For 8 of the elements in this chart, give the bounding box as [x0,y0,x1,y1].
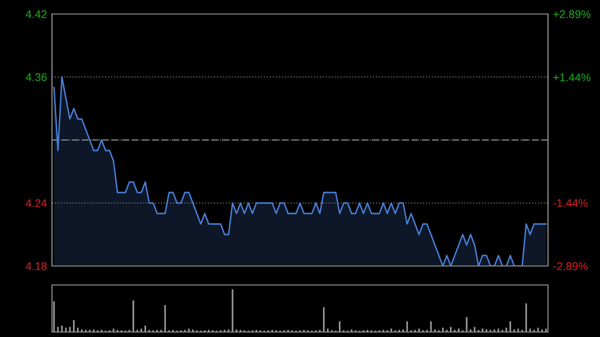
y-tick-label: 4.36 [26,73,47,82]
y-tick-label: 4.24 [26,199,47,208]
y-tick-label: 4.18 [26,262,47,270]
y-tick-label: 4.42 [26,10,47,18]
y2-tick-label: +2.89% [553,10,590,18]
y2-tick-label: +1.44% [553,74,590,82]
y2-tick-label: -1.44% [553,199,588,207]
y2-tick-label: -2.89% [553,262,588,270]
